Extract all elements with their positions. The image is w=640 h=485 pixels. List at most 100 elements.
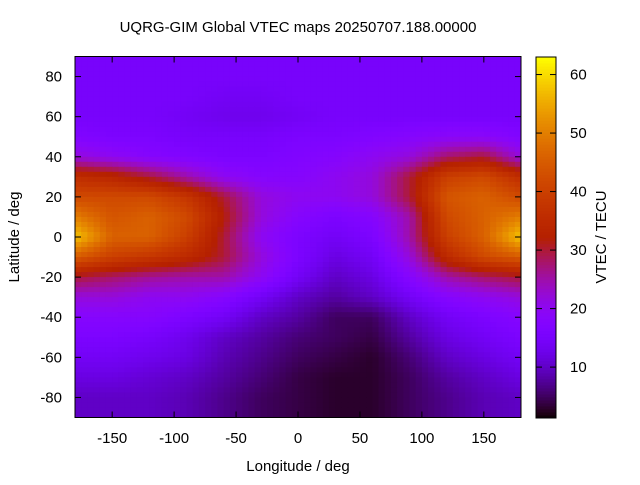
heatmap-cell	[409, 307, 417, 313]
heatmap-cell	[192, 206, 200, 213]
heatmap-cell	[359, 211, 367, 218]
heatmap-cell	[211, 307, 218, 313]
heatmap-cell	[267, 96, 274, 103]
heatmap-cell	[186, 76, 194, 83]
heatmap-cell	[341, 121, 349, 128]
heatmap-cell	[205, 216, 212, 223]
heatmap-cell	[335, 176, 342, 183]
heatmap-cell	[143, 362, 150, 368]
heatmap-cell	[285, 231, 293, 238]
heatmap-cell	[143, 96, 150, 103]
heatmap-cell	[267, 282, 274, 288]
heatmap-cell	[291, 272, 299, 278]
heatmap-cell	[347, 56, 355, 63]
heatmap-cell	[136, 201, 144, 208]
heatmap-cell	[267, 382, 274, 388]
heatmap-cell	[397, 171, 404, 178]
heatmap-cell	[180, 71, 187, 78]
heatmap-cell	[291, 342, 299, 348]
heatmap-cell	[452, 76, 460, 83]
heatmap-cell	[236, 206, 243, 213]
heatmap-cell	[75, 317, 82, 323]
heatmap-cell	[174, 206, 181, 213]
heatmap-cell	[304, 226, 311, 233]
heatmap-cell	[124, 211, 132, 218]
heatmap-cell	[514, 126, 522, 133]
heatmap-cell	[409, 382, 417, 388]
heatmap-cell	[254, 81, 262, 88]
heatmap-cell	[99, 221, 107, 228]
heatmap-cell	[409, 231, 417, 238]
heatmap-cell	[459, 141, 466, 148]
heatmap-cell	[452, 372, 460, 378]
heatmap-cell	[465, 126, 472, 133]
heatmap-cell	[384, 277, 392, 283]
heatmap-cell	[161, 332, 169, 338]
heatmap-cell	[186, 181, 194, 188]
heatmap-cell	[366, 231, 373, 238]
heatmap-cell	[378, 272, 386, 278]
heatmap-cell	[118, 242, 126, 248]
heatmap-cell	[322, 377, 330, 383]
heatmap-cell	[248, 282, 256, 288]
heatmap-cell	[496, 252, 503, 258]
heatmap-cell	[285, 297, 293, 303]
heatmap-cell	[180, 317, 187, 323]
heatmap-cell	[440, 231, 448, 238]
heatmap-cell	[328, 111, 336, 118]
heatmap-cell	[415, 382, 423, 388]
heatmap-cell	[105, 347, 113, 353]
heatmap-cell	[223, 237, 231, 243]
heatmap-cell	[298, 302, 305, 308]
heatmap-cell	[87, 111, 95, 118]
heatmap-cell	[217, 231, 225, 238]
heatmap-cell	[254, 307, 262, 313]
heatmap-cell	[434, 297, 441, 303]
heatmap-cell	[366, 257, 373, 263]
heatmap-cell	[477, 216, 485, 223]
heatmap-cell	[93, 372, 101, 378]
heatmap-cell	[502, 81, 510, 88]
heatmap-cell	[130, 277, 138, 283]
heatmap-cell	[347, 176, 355, 183]
heatmap-cell	[322, 347, 330, 353]
heatmap-cell	[310, 206, 318, 213]
heatmap-cell	[236, 307, 243, 313]
heatmap-cell	[452, 237, 460, 243]
heatmap-cell	[353, 86, 361, 93]
heatmap-cell	[397, 377, 404, 383]
heatmap-cell	[99, 201, 107, 208]
heatmap-cell	[465, 106, 472, 113]
heatmap-cell	[87, 327, 95, 333]
heatmap-cell	[161, 91, 169, 98]
heatmap-cell	[434, 181, 441, 188]
heatmap-cell	[75, 252, 82, 258]
heatmap-cell	[328, 116, 336, 123]
heatmap-cell	[248, 76, 256, 83]
heatmap-cell	[167, 342, 175, 348]
heatmap-cell	[298, 226, 305, 233]
heatmap-cell	[223, 327, 231, 333]
heatmap-cell	[502, 342, 510, 348]
heatmap-cell	[229, 362, 237, 368]
heatmap-cell	[242, 176, 249, 183]
heatmap-cell	[248, 257, 256, 263]
heatmap-cell	[180, 96, 187, 103]
heatmap-cell	[136, 131, 144, 138]
heatmap-cell	[465, 262, 472, 268]
heatmap-cell	[167, 91, 175, 98]
heatmap-cell	[167, 292, 175, 298]
heatmap-cell	[310, 96, 318, 103]
heatmap-cell	[93, 262, 101, 268]
heatmap-cell	[285, 287, 293, 293]
heatmap-cell	[254, 186, 262, 193]
heatmap-cell	[446, 116, 454, 123]
heatmap-cell	[347, 292, 355, 298]
heatmap-cell	[496, 226, 503, 233]
heatmap-cell	[421, 76, 429, 83]
heatmap-cell	[496, 111, 503, 118]
heatmap-cell	[465, 191, 472, 198]
heatmap-cell	[483, 196, 491, 203]
heatmap-cell	[198, 397, 206, 403]
heatmap-cell	[254, 126, 262, 133]
